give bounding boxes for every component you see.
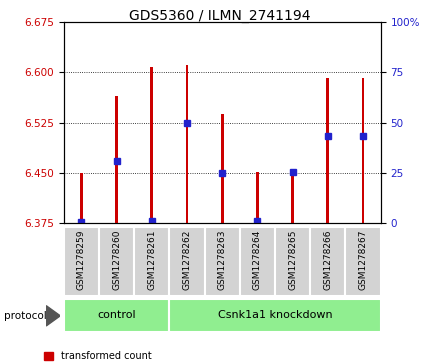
Bar — [80, 173, 83, 223]
Bar — [186, 65, 188, 223]
Text: Csnk1a1 knockdown: Csnk1a1 knockdown — [218, 310, 332, 320]
Text: GSM1278262: GSM1278262 — [183, 230, 191, 290]
Text: GSM1278263: GSM1278263 — [218, 230, 227, 290]
FancyBboxPatch shape — [134, 227, 169, 296]
FancyBboxPatch shape — [275, 227, 310, 296]
Text: GSM1278267: GSM1278267 — [359, 230, 367, 290]
Bar — [291, 172, 294, 223]
Bar — [362, 78, 364, 223]
Text: GDS5360 / ILMN_2741194: GDS5360 / ILMN_2741194 — [129, 9, 311, 23]
Legend: transformed count, percentile rank within the sample: transformed count, percentile rank withi… — [44, 351, 226, 363]
Text: GSM1278265: GSM1278265 — [288, 230, 297, 290]
FancyBboxPatch shape — [169, 227, 205, 296]
Polygon shape — [46, 306, 60, 326]
Text: GSM1278261: GSM1278261 — [147, 230, 156, 290]
FancyBboxPatch shape — [205, 227, 240, 296]
Text: control: control — [97, 310, 136, 320]
Text: GSM1278260: GSM1278260 — [112, 230, 121, 290]
Text: GSM1278264: GSM1278264 — [253, 230, 262, 290]
Bar — [150, 68, 153, 223]
Text: GSM1278266: GSM1278266 — [323, 230, 332, 290]
Bar — [221, 114, 224, 223]
FancyBboxPatch shape — [345, 227, 381, 296]
Text: protocol: protocol — [4, 311, 47, 321]
FancyBboxPatch shape — [310, 227, 345, 296]
FancyBboxPatch shape — [169, 299, 381, 332]
Bar — [326, 78, 329, 223]
FancyBboxPatch shape — [240, 227, 275, 296]
FancyBboxPatch shape — [99, 227, 134, 296]
FancyBboxPatch shape — [64, 299, 169, 332]
FancyBboxPatch shape — [64, 227, 99, 296]
Text: GSM1278259: GSM1278259 — [77, 230, 86, 290]
Bar — [256, 172, 259, 223]
Bar — [115, 95, 118, 223]
